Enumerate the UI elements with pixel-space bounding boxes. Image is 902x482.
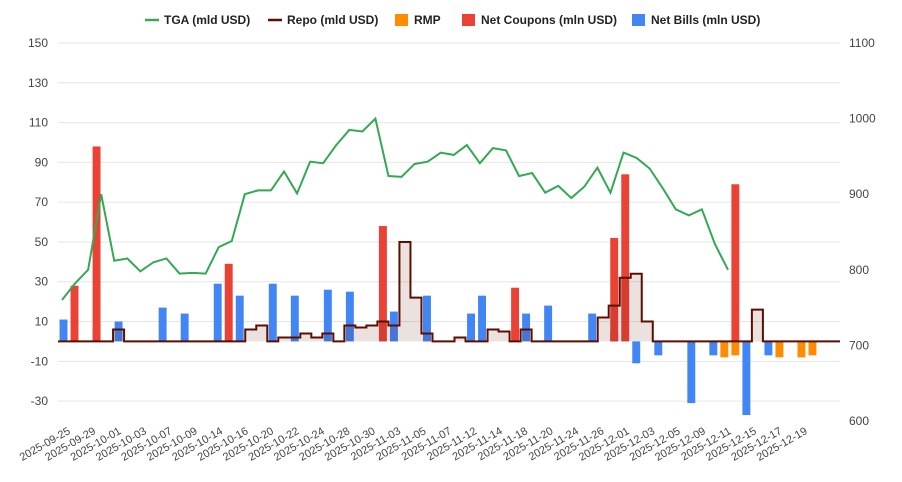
net-bills-bar	[323, 289, 332, 342]
repo-series	[58, 240, 840, 343]
left-tick-label: 150	[28, 36, 48, 50]
left-tick-label: 30	[35, 275, 49, 289]
legend-label-2: RMP	[414, 13, 441, 27]
net-coupons-bar	[92, 146, 101, 342]
right-tick-label: 1100	[849, 36, 875, 50]
net-coupons-bar	[621, 174, 630, 342]
rmp-bar	[731, 341, 740, 356]
net-bills-bar	[687, 341, 696, 404]
net-bills-bar	[345, 291, 354, 342]
right-tick-label: 700	[849, 338, 869, 352]
net-bills-bar	[158, 307, 167, 342]
net-bills-bar	[290, 295, 299, 342]
gridlines	[58, 42, 840, 402]
net-bills-bar	[235, 295, 244, 342]
net-coupons-bar	[378, 226, 387, 342]
legend-swatch-2	[395, 14, 408, 26]
rmp-bar	[808, 341, 817, 356]
net-bills-bar	[522, 313, 531, 342]
net-bills-bar	[632, 341, 641, 364]
net-coupons-bar	[731, 184, 740, 342]
left-axis: 150 130 110 90 70 50 30 10 -10 -30	[28, 36, 48, 408]
right-tick-label: 600	[849, 414, 869, 428]
x-axis: 2025-09-252025-09-292025-10-012025-10-03…	[18, 425, 810, 464]
right-tick-label: 1000	[849, 112, 876, 126]
net-coupons-bar	[70, 285, 79, 342]
left-tick-label: 110	[29, 116, 48, 130]
net-bills-bar	[114, 321, 123, 342]
net-bills-bar	[588, 313, 597, 342]
left-tick-label: 10	[35, 315, 49, 329]
right-tick-label: 800	[849, 263, 869, 277]
repo-area	[58, 241, 840, 342]
bar-series	[59, 146, 817, 416]
legend-label-0: TGA (mld USD)	[164, 13, 250, 27]
left-tick-label: 70	[35, 195, 49, 209]
legend-label-3: Net Coupons (mln USD)	[481, 13, 617, 27]
net-bills-bar	[654, 341, 663, 356]
net-bills-bar	[742, 341, 751, 416]
left-tick-label: -10	[31, 354, 49, 368]
left-tick-label: -30	[31, 394, 49, 408]
legend-label-1: Repo (mld USD)	[287, 13, 378, 27]
left-tick-label: 50	[35, 235, 49, 249]
net-bills-bar	[478, 295, 487, 342]
net-coupons-bar	[610, 237, 619, 342]
rmp-bar	[775, 341, 784, 358]
net-coupons-bar	[224, 263, 233, 342]
net-bills-bar	[213, 283, 222, 342]
legend-label-4: Net Bills (mln USD)	[651, 13, 760, 27]
left-tick-label: 90	[35, 155, 49, 169]
legend-swatch-4	[632, 14, 645, 26]
rmp-bar	[797, 341, 806, 358]
net-bills-bar	[59, 319, 68, 342]
tga-series	[61, 116, 729, 301]
net-bills-bar	[764, 341, 773, 356]
rmp-bar	[720, 341, 729, 358]
net-bills-bar	[423, 295, 431, 342]
right-axis: 1100 1000 900 800 700 600	[849, 36, 876, 428]
tga-line	[61, 116, 729, 301]
left-tick-label: 130	[28, 76, 48, 90]
net-coupons-bar	[511, 287, 520, 342]
net-bills-bar	[709, 341, 718, 356]
repo-line	[58, 240, 840, 343]
legend-swatch-3	[462, 14, 475, 26]
right-tick-label: 900	[849, 187, 869, 201]
net-bills-bar	[180, 313, 189, 342]
net-bills-bar	[544, 305, 553, 342]
legend: TGA (mld USD) Repo (mld USD) RMP Net Coupon…	[145, 13, 760, 27]
net-bills-bar	[268, 283, 277, 342]
net-bills-bar	[467, 313, 475, 342]
